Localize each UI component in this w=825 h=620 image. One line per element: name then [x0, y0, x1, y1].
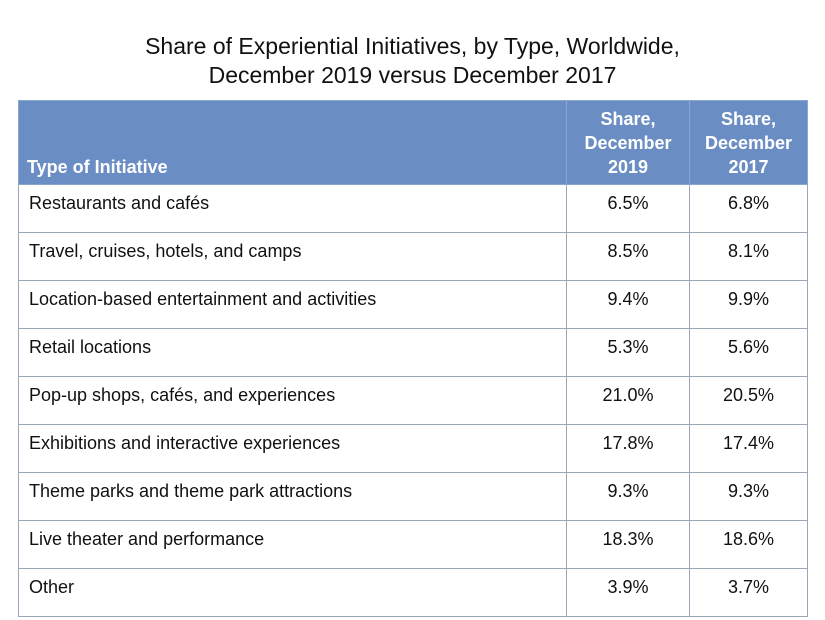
value-2019: 6.5% [566, 184, 690, 233]
table-row: Other 3.9% 3.7% [18, 568, 808, 617]
row-label: Live theater and performance [18, 520, 567, 569]
column-header-2017: Share, December 2017 [689, 100, 808, 185]
column-header-line: 2017 [728, 157, 769, 177]
table-row: Theme parks and theme park attractions 9… [18, 472, 808, 521]
table-row: Location-based entertainment and activit… [18, 280, 808, 329]
value-2017: 17.4% [689, 424, 808, 473]
value-2017: 18.6% [689, 520, 808, 569]
value-2017: 5.6% [689, 328, 808, 377]
column-header-line: Share, [720, 109, 777, 129]
value-2017: 3.7% [689, 568, 808, 617]
value-2017: 9.9% [689, 280, 808, 329]
table-row: Exhibitions and interactive experiences … [18, 424, 808, 473]
value-2019: 21.0% [566, 376, 690, 425]
row-label: Location-based entertainment and activit… [18, 280, 567, 329]
value-2019: 5.3% [566, 328, 690, 377]
row-label: Pop-up shops, cafés, and experiences [18, 376, 567, 425]
value-2017: 6.8% [689, 184, 808, 233]
column-header-type: Type of Initiative [18, 100, 567, 185]
row-label: Other [18, 568, 567, 617]
value-2017: 8.1% [689, 232, 808, 281]
table-row: Restaurants and cafés 6.5% 6.8% [18, 184, 808, 233]
header-row: Type of Initiative Share, December 2019 Sh… [18, 100, 808, 185]
value-2017: 20.5% [689, 376, 808, 425]
table-row: Pop-up shops, cafés, and experiences 21.… [18, 376, 808, 425]
column-header-line: 2019 [607, 157, 649, 177]
value-2017: 9.3% [689, 472, 808, 521]
row-label: Travel, cruises, hotels, and camps [18, 232, 567, 281]
value-2019: 3.9% [566, 568, 690, 617]
row-label: Retail locations [18, 328, 567, 377]
data-table: Type of Initiative Share, December 2019 Sh… [18, 100, 808, 617]
table-row: Live theater and performance 18.3% 18.6% [18, 520, 808, 569]
table-title-line-2: December 2019 versus December 2017 [208, 62, 617, 88]
column-header-line: December [584, 133, 672, 153]
table-row: Travel, cruises, hotels, and camps 8.5% … [18, 232, 808, 281]
row-label: Restaurants and cafés [18, 184, 567, 233]
column-header-line: Share, [600, 109, 656, 129]
value-2019: 17.8% [566, 424, 690, 473]
table-body: Restaurants and cafés 6.5% 6.8% Travel, … [18, 184, 808, 617]
table-title-line-1: Share of Experiential Initiatives, by Ty… [145, 33, 680, 59]
value-2019: 8.5% [566, 232, 690, 281]
table-row: Retail locations 5.3% 5.6% [18, 328, 808, 377]
table-title: Share of Experiential Initiatives, by Ty… [0, 32, 825, 90]
value-2019: 18.3% [566, 520, 690, 569]
row-label: Exhibitions and interactive experiences [18, 424, 567, 473]
row-label: Theme parks and theme park attractions [18, 472, 567, 521]
column-header-line: December [704, 133, 793, 153]
value-2019: 9.4% [566, 280, 690, 329]
column-header-2019: Share, December 2019 [566, 100, 690, 185]
table-header: Type of Initiative Share, December 2019 Sh… [18, 100, 808, 185]
value-2019: 9.3% [566, 472, 690, 521]
